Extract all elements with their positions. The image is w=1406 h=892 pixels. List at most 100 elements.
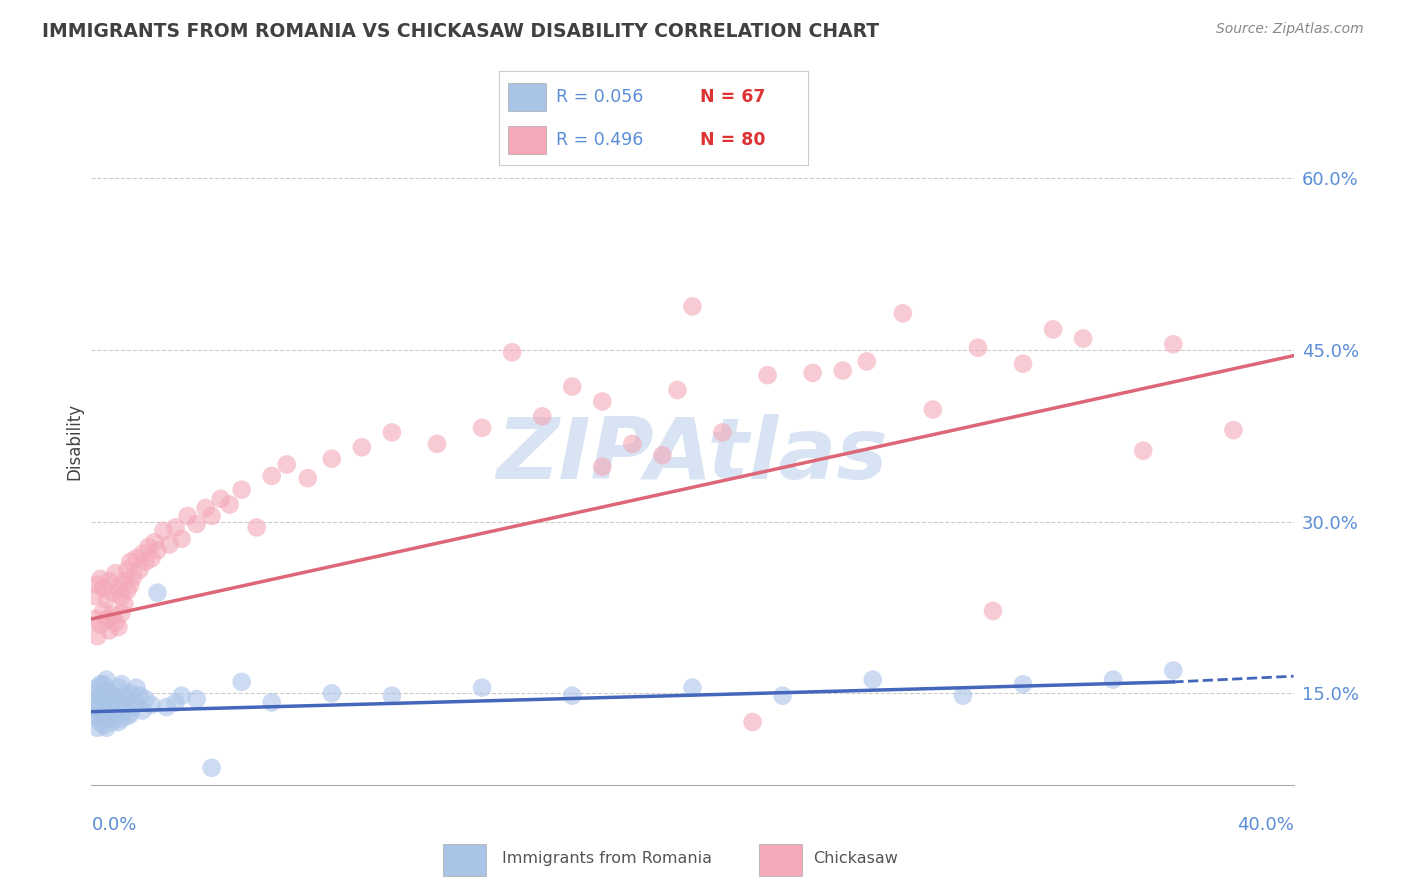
Point	[114, 704, 136, 718]
Point	[104, 692, 127, 706]
Point	[86, 629, 108, 643]
Point	[83, 612, 105, 626]
Point	[855, 354, 877, 368]
Point	[246, 520, 269, 534]
Point	[165, 696, 187, 710]
Point	[89, 572, 111, 586]
Point	[146, 543, 169, 558]
Text: N = 67: N = 67	[700, 87, 765, 105]
Point	[101, 689, 124, 703]
Point	[1071, 331, 1094, 345]
Point	[170, 532, 193, 546]
Point	[194, 500, 217, 515]
Point	[96, 673, 118, 687]
Point	[711, 425, 734, 440]
Point	[93, 604, 115, 618]
Point	[260, 469, 283, 483]
Text: 0.0%: 0.0%	[91, 816, 136, 834]
Point	[125, 681, 148, 695]
Point	[1161, 664, 1184, 678]
Point	[260, 696, 283, 710]
Point	[125, 551, 148, 566]
Point	[110, 677, 132, 691]
Point	[89, 689, 111, 703]
Point	[96, 592, 118, 607]
Point	[128, 689, 150, 703]
Point	[231, 675, 253, 690]
Point	[122, 569, 145, 583]
Point	[591, 394, 613, 409]
Point	[681, 300, 703, 314]
Point	[756, 368, 779, 383]
Point	[681, 681, 703, 695]
Point	[152, 524, 174, 538]
Point	[321, 451, 343, 466]
Point	[561, 379, 583, 393]
Point	[110, 607, 132, 621]
Point	[501, 345, 523, 359]
Text: R = 0.056: R = 0.056	[557, 87, 644, 105]
Point	[96, 684, 118, 698]
Point	[1222, 423, 1244, 437]
Point	[131, 547, 153, 561]
Point	[104, 615, 127, 630]
Point	[93, 692, 115, 706]
Point	[276, 458, 298, 472]
Point	[120, 555, 142, 569]
Point	[621, 437, 644, 451]
Point	[110, 696, 132, 710]
Point	[98, 624, 121, 638]
Point	[98, 698, 121, 712]
Point	[831, 363, 853, 377]
Point	[98, 574, 121, 589]
Point	[231, 483, 253, 497]
Point	[114, 574, 136, 589]
Point	[201, 761, 224, 775]
Point	[967, 341, 990, 355]
Point	[117, 563, 139, 577]
Point	[952, 689, 974, 703]
Bar	[759, 844, 801, 876]
Bar	[509, 126, 546, 153]
Point	[104, 566, 127, 581]
Point	[117, 709, 139, 723]
Point	[651, 448, 673, 462]
Point	[101, 704, 124, 718]
Text: Immigrants from Romania: Immigrants from Romania	[502, 851, 711, 866]
Point	[117, 692, 139, 706]
Point	[101, 608, 124, 623]
Point	[107, 620, 129, 634]
Point	[209, 491, 232, 506]
Point	[146, 585, 169, 599]
Y-axis label: Disability: Disability	[65, 403, 83, 480]
Point	[101, 585, 124, 599]
Point	[772, 689, 794, 703]
Point	[141, 698, 163, 712]
Point	[1132, 443, 1154, 458]
Point	[531, 409, 554, 424]
Point	[114, 689, 136, 703]
Point	[93, 581, 115, 595]
Text: N = 80: N = 80	[700, 131, 766, 149]
Point	[170, 689, 193, 703]
Point	[107, 700, 129, 714]
Point	[83, 589, 105, 603]
Point	[83, 709, 105, 723]
Point	[591, 459, 613, 474]
Point	[381, 689, 404, 703]
Point	[891, 306, 914, 320]
Point	[83, 698, 105, 712]
Point	[1102, 673, 1125, 687]
Point	[981, 604, 1004, 618]
Point	[297, 471, 319, 485]
Point	[120, 706, 142, 721]
Point	[89, 700, 111, 714]
Point	[143, 535, 166, 549]
Point	[922, 402, 945, 417]
Point	[98, 686, 121, 700]
Point	[134, 555, 156, 569]
Point	[86, 692, 108, 706]
Point	[561, 689, 583, 703]
Point	[186, 516, 208, 531]
Point	[218, 498, 240, 512]
